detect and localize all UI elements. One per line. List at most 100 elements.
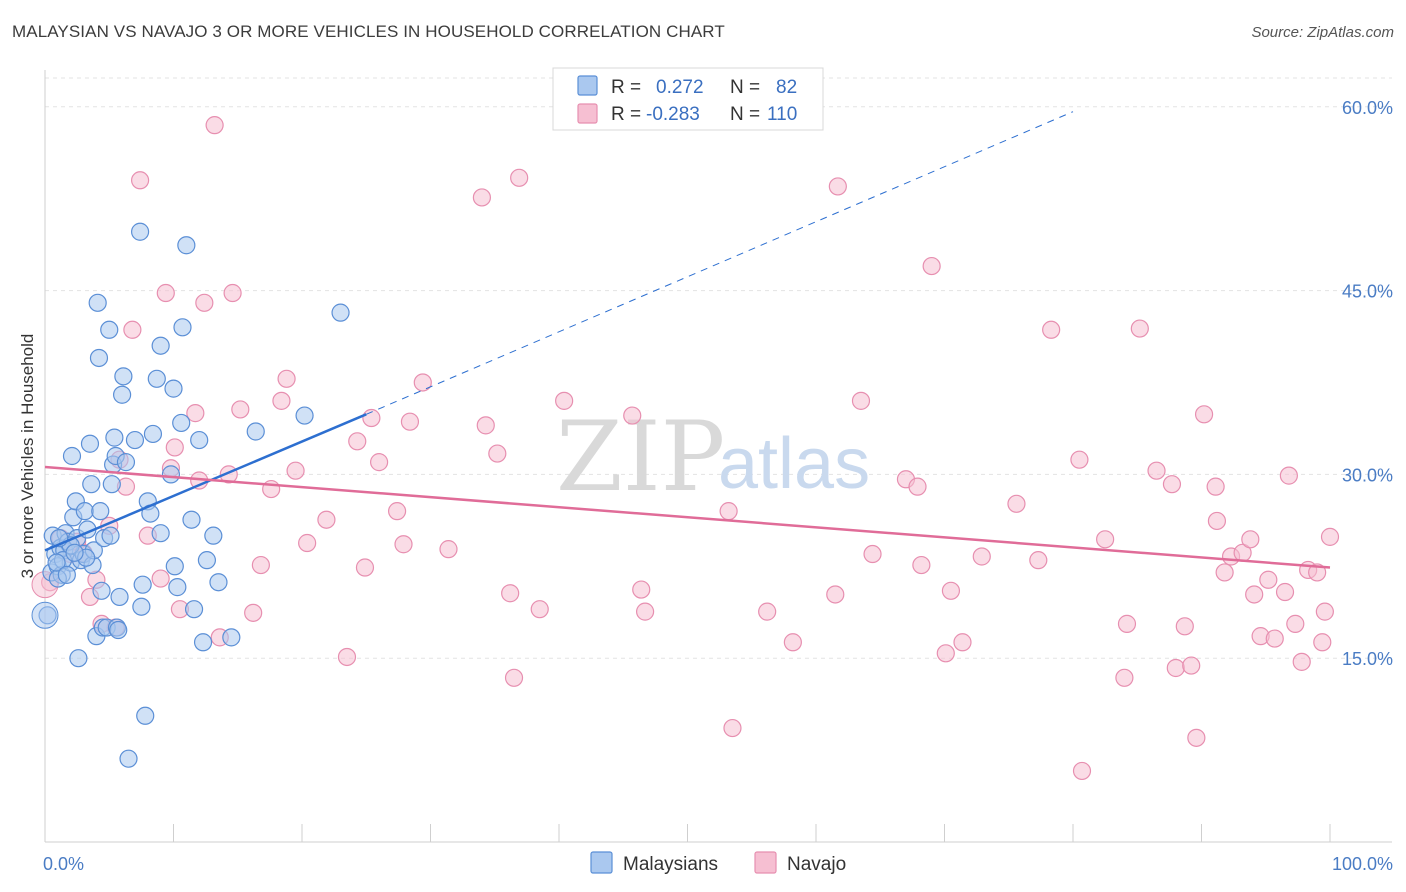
navajo-point-32 xyxy=(277,369,296,388)
navajo-point-90 xyxy=(1207,511,1227,531)
navajo-point-98 xyxy=(1265,629,1284,648)
malaysian-point-42 xyxy=(114,367,133,386)
malaysian-point-70 xyxy=(222,628,241,647)
navajo-point-31 xyxy=(272,391,291,410)
navajo-point-37 xyxy=(348,432,367,451)
legend-n-value-navajo: 110 xyxy=(767,104,797,125)
y-tick-labels: 15.0% 30.0% 45.0% 60.0% xyxy=(1342,98,1393,669)
malaysian-point-48 xyxy=(133,575,152,594)
malaysian-point-68 xyxy=(204,526,223,545)
navajo-point-85 xyxy=(1175,617,1194,636)
malaysian-point-20 xyxy=(80,434,100,453)
navajo-point-87 xyxy=(1187,728,1206,747)
navajo-point-107 xyxy=(1320,527,1340,546)
malaysian-point-73 xyxy=(331,303,350,322)
malaysian-point-28 xyxy=(92,581,111,600)
legend-r-label-navajo: R = xyxy=(611,104,641,125)
watermark: ZIP atlas xyxy=(556,401,870,513)
navajo-point-33 xyxy=(286,461,305,480)
legend-n-label-navajo: N = xyxy=(730,104,760,125)
malaysian-point-55 xyxy=(151,336,170,355)
navajo-point-55 xyxy=(632,580,651,599)
navajo-point-66 xyxy=(908,477,927,496)
navajo-point-51 xyxy=(510,168,529,187)
legend-n-value-malaysian: 82 xyxy=(776,77,797,98)
malaysian-point-49 xyxy=(136,706,155,725)
x-tick-label-1: 100.0% xyxy=(1332,854,1393,874)
malaysian-point-71 xyxy=(246,422,265,441)
grid-lines xyxy=(45,77,1392,659)
navajo-point-34 xyxy=(298,533,317,553)
watermark-atlas: atlas xyxy=(718,424,870,504)
malaysian-point-66 xyxy=(193,633,213,652)
navajo-point-29 xyxy=(251,555,270,575)
navajo-point-53 xyxy=(555,391,574,410)
navajo-point-12 xyxy=(123,320,142,339)
malaysian-point-45 xyxy=(125,430,145,450)
navajo-point-76 xyxy=(1070,450,1089,469)
navajo-point-57 xyxy=(719,502,738,521)
navajo-point-71 xyxy=(953,633,972,652)
legend-r-value-navajo: -0.283 xyxy=(646,104,700,125)
malaysian-point-27 xyxy=(91,502,110,521)
navajo-point-43 xyxy=(400,412,420,431)
malaysian-trend-extension xyxy=(366,111,1074,415)
malaysian-point-69 xyxy=(209,573,228,592)
navajo-point-88 xyxy=(1194,405,1214,424)
malaysian-point-41 xyxy=(112,385,132,404)
navajo-point-104 xyxy=(1308,563,1327,582)
malaysian-point-32 xyxy=(100,320,119,339)
navajo-point-72 xyxy=(972,547,991,566)
malaysian-point-63 xyxy=(182,510,201,529)
navajo-point-61 xyxy=(826,585,845,604)
malaysian-point-64 xyxy=(184,600,204,619)
navajo-point-73 xyxy=(1007,494,1026,513)
navajo-point-68 xyxy=(922,256,941,276)
malaysian-point-11 xyxy=(62,446,82,466)
source-label: Source: ZipAtlas.com xyxy=(1251,24,1394,41)
navajo-point-79 xyxy=(1115,668,1134,687)
navajo-point-89 xyxy=(1206,477,1225,496)
legend-n-label-malaysian: N = xyxy=(730,77,760,98)
navajo-point-102 xyxy=(1292,652,1311,671)
malaysian-trend-line xyxy=(44,413,367,552)
navajo-point-64 xyxy=(863,544,882,564)
navajo-point-97 xyxy=(1259,570,1278,589)
navajo-point-99 xyxy=(1275,582,1295,602)
navajo-point-36 xyxy=(337,647,357,667)
navajo-point-20 xyxy=(186,404,205,423)
series-legend-swatch-navajo xyxy=(754,851,777,874)
legend-r-value-malaysian: 0.272 xyxy=(656,77,704,98)
navajo-point-16 xyxy=(156,283,175,303)
series-legend-malaysians: Malaysians xyxy=(623,854,718,875)
legend-r-label-malaysian: R = xyxy=(611,77,641,98)
malaysian-point-72 xyxy=(295,406,314,425)
series-legend: Malaysians Navajo xyxy=(590,851,846,875)
malaysian-point-34 xyxy=(102,475,121,494)
navajo-point-100 xyxy=(1279,466,1298,485)
malaysian-point-60 xyxy=(172,413,191,433)
navajo-point-23 xyxy=(205,116,224,135)
navajo-point-54 xyxy=(623,406,642,425)
y-tick-label-0: 15.0% xyxy=(1342,649,1393,669)
navajo-point-75 xyxy=(1042,320,1061,339)
navajo-point-83 xyxy=(1162,475,1182,494)
malaysian-point-80 xyxy=(65,543,84,562)
navajo-point-45 xyxy=(439,540,458,559)
navajo-point-52 xyxy=(530,600,549,619)
malaysian-point-59 xyxy=(168,578,187,597)
navajo-point-80 xyxy=(1117,614,1137,633)
navajo-point-28 xyxy=(244,603,263,622)
axes xyxy=(44,70,1392,843)
malaysian-point-53 xyxy=(147,369,166,388)
malaysian-point-43 xyxy=(116,453,136,472)
malaysian-point-56 xyxy=(161,465,181,484)
y-tick-label-1: 30.0% xyxy=(1342,465,1393,485)
malaysian-point-54 xyxy=(151,524,170,543)
malaysian-point-26 xyxy=(89,348,109,368)
x-tick-labels: 0.0% 100.0% xyxy=(43,854,1393,874)
malaysian-point-78 xyxy=(57,565,76,584)
navajo-point-59 xyxy=(758,602,777,621)
malaysian-point-61 xyxy=(173,318,192,337)
